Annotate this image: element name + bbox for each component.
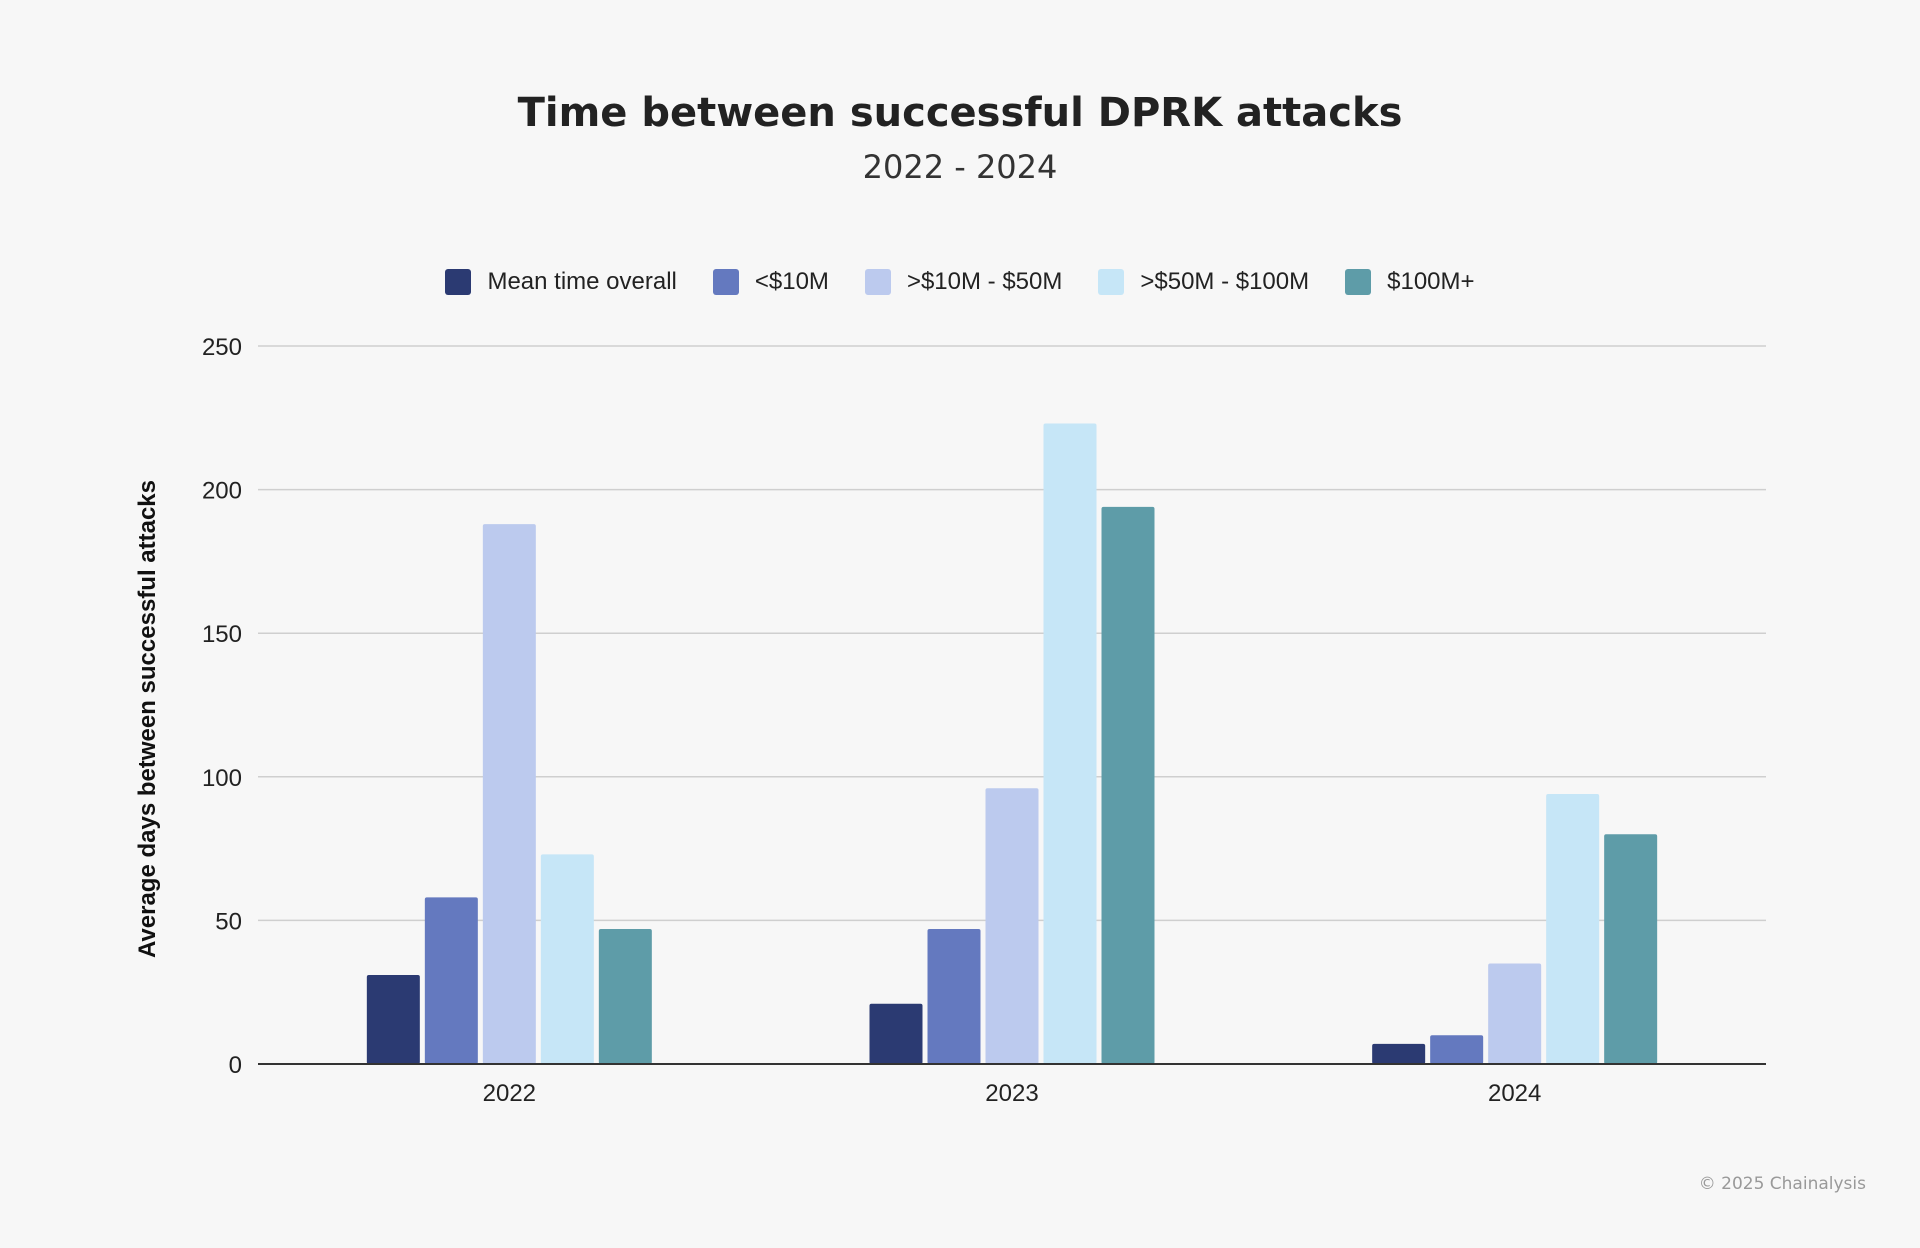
legend-swatch-50m-100m bbox=[1098, 269, 1125, 295]
bar-2023-mean-time-overall bbox=[869, 1003, 923, 1064]
chart-title: Time between successful DPRK attacks bbox=[517, 90, 1403, 136]
bar-2023-10m-50m bbox=[985, 788, 1039, 1064]
bar-2024-50m-100m bbox=[1546, 794, 1600, 1064]
legend-label-100m-plus: $100M+ bbox=[1387, 268, 1475, 295]
legend-item-50m-100m: >$50M - $100M bbox=[1098, 268, 1309, 296]
legend-swatch-10m-50m bbox=[864, 269, 891, 295]
legend-swatch-100m-plus bbox=[1345, 269, 1372, 295]
bar-2022-10m-50m bbox=[482, 524, 536, 1064]
y-tick-label-0: 0 bbox=[229, 1052, 242, 1079]
chart-subtitle: 2022 - 2024 bbox=[862, 148, 1058, 186]
bar-2023-10m bbox=[927, 929, 981, 1064]
bar-2024-10m bbox=[1430, 1035, 1484, 1064]
bars bbox=[366, 423, 1658, 1064]
legend-label-50m-100m: >$50M - $100M bbox=[1140, 268, 1310, 295]
bar-2024-100m bbox=[1604, 834, 1658, 1064]
legend-swatch-under-10m bbox=[712, 269, 739, 295]
x-tick-label-2023: 2023 bbox=[985, 1080, 1038, 1107]
y-tick-label-150: 150 bbox=[202, 621, 242, 648]
bar-2022-100m bbox=[598, 929, 652, 1064]
y-axis-label: Average days between successful attacks bbox=[134, 480, 161, 958]
bar-2024-mean-time-overall bbox=[1372, 1043, 1426, 1064]
y-tick-label-50: 50 bbox=[215, 908, 242, 935]
legend-label-mean-time-overall: Mean time overall bbox=[487, 268, 677, 295]
y-tick-label-200: 200 bbox=[202, 478, 242, 505]
copyright-text: © 2025 Chainalysis bbox=[1698, 1174, 1866, 1194]
legend-item-under-10m: <$10M bbox=[712, 268, 829, 296]
legend-item-100m-plus: $100M+ bbox=[1345, 268, 1475, 296]
bar-2023-100m bbox=[1101, 506, 1155, 1064]
bar-2024-10m-50m bbox=[1488, 963, 1542, 1064]
bar-2023-50m-100m bbox=[1043, 423, 1097, 1064]
bar-2022-50m-100m bbox=[540, 854, 594, 1064]
y-tick-label-100: 100 bbox=[202, 765, 242, 792]
bar-2022-10m bbox=[424, 897, 478, 1064]
chart-legend: Mean time overall <$10M >$10M - $50M >$5… bbox=[0, 268, 1920, 296]
x-axis-ticks: 2022 2023 2024 bbox=[483, 1080, 1542, 1107]
x-tick-label-2022: 2022 bbox=[483, 1080, 536, 1107]
legend-swatch-mean-time-overall bbox=[445, 269, 472, 295]
legend-label-10m-50m: >$10M - $50M bbox=[906, 268, 1063, 295]
x-tick-label-2024: 2024 bbox=[1488, 1080, 1541, 1107]
legend-item-mean-time-overall: Mean time overall bbox=[445, 268, 677, 296]
legend-item-10m-50m: >$10M - $50M bbox=[864, 268, 1063, 296]
y-axis-ticks: 0 50 100 150 200 250 bbox=[202, 334, 242, 1079]
legend-label-under-10m: <$10M bbox=[754, 268, 829, 295]
y-tick-label-250: 250 bbox=[202, 334, 242, 361]
bar-2022-mean-time-overall bbox=[366, 974, 420, 1064]
